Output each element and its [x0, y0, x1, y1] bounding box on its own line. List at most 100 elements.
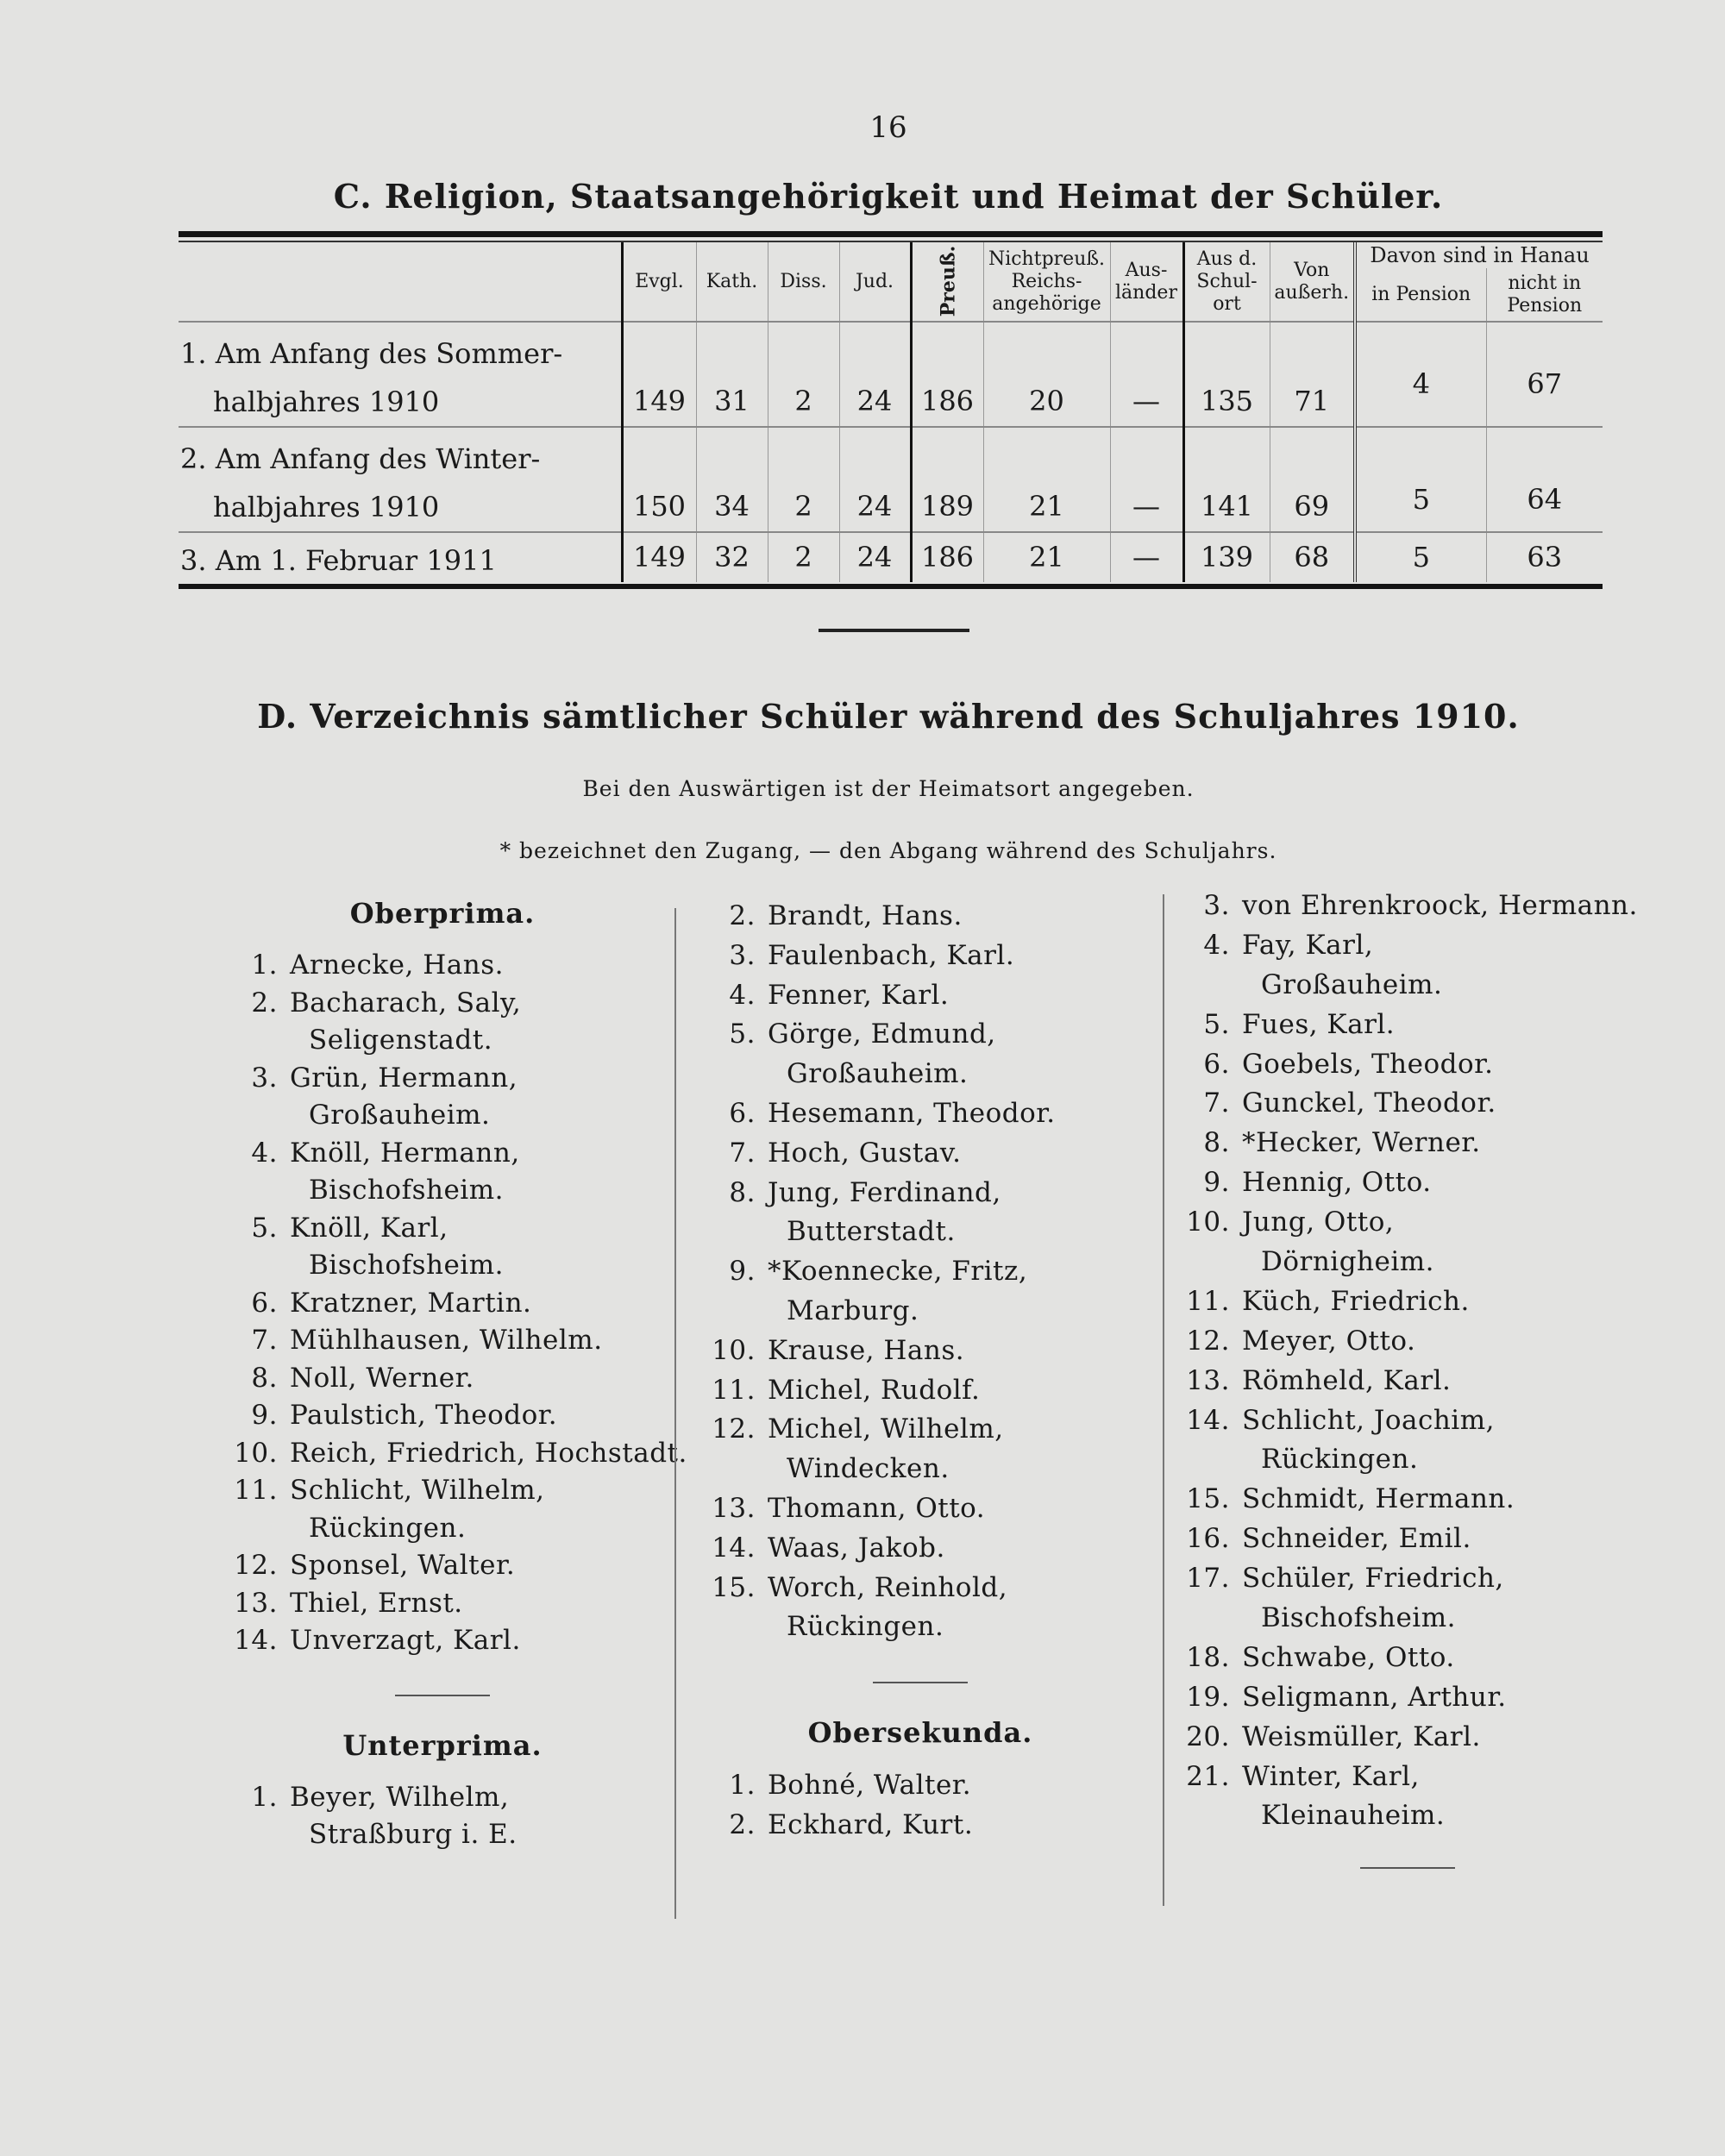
student-entry: 5. Knöll, Karl, Bischofsheim.	[223, 1210, 662, 1285]
note-heimatsort: Bei den Auswärtigen ist der Heimatsort a…	[582, 776, 1195, 801]
student-entry: 8. Jung, Ferdinand, Butterstadt.	[700, 1174, 1140, 1253]
student-name: Faulenbach, Karl.	[768, 939, 1015, 971]
student-name: Fenner, Karl.	[768, 979, 950, 1011]
row-label: 1. Am Anfang des Sommer-halbjahres 1910	[179, 321, 622, 427]
column-divider	[1163, 894, 1164, 1906]
student-name: Hesemann, Theodor.	[768, 1097, 1056, 1129]
student-name: Bacharach, Saly,	[290, 987, 522, 1018]
student-name: Jung, Otto,	[1242, 1206, 1395, 1238]
section-c-title: C. Religion, Staatsangehörigkeit und Hei…	[333, 177, 1444, 216]
student-entry: 13. Römheld, Karl.	[1175, 1362, 1640, 1401]
student-entry: 6. Hesemann, Theodor.	[700, 1094, 1140, 1134]
student-entry: 5. Fues, Karl.	[1175, 1006, 1640, 1045]
entry-number: 5.	[729, 1018, 756, 1050]
student-entry: 15. Worch, Reinhold, Rückingen.	[700, 1569, 1140, 1648]
table-cell: —	[1109, 531, 1183, 582]
religion-table: Evgl. Kath. Diss. Jud. Preuß. Nichtpreuß…	[179, 231, 1603, 589]
entry-number: 6.	[251, 1287, 278, 1319]
class-heading: Oberprima.	[349, 897, 536, 930]
entry-number: 11.	[712, 1374, 756, 1406]
table-cell: 24	[838, 531, 911, 582]
row-label: 2. Am Anfang des Winter-halbjahres 1910	[179, 426, 622, 532]
home-town: Großauheim.	[309, 1100, 491, 1131]
table-cell: 69	[1269, 426, 1355, 532]
entry-number: 10.	[1186, 1206, 1230, 1238]
student-entry: 4. Fenner, Karl.	[700, 976, 1140, 1016]
entry-number: 1.	[251, 950, 278, 981]
student-entry: 17. Schüler, Friedrich, Bischofsheim.	[1175, 1559, 1640, 1639]
student-name: Görge, Edmund,	[768, 1018, 996, 1050]
entry-number: 1.	[251, 1781, 278, 1813]
label-header	[179, 242, 622, 322]
student-name: Fay, Karl,	[1242, 929, 1374, 961]
student-name: Gunckel, Theodor.	[1242, 1087, 1496, 1119]
student-name: Brandt, Hans.	[768, 900, 963, 931]
table-cell: 34	[695, 426, 768, 532]
entry-number: 6.	[729, 1097, 756, 1129]
home-town: Großauheim.	[787, 1058, 969, 1090]
header-von-ausserh: Von außerh.	[1269, 242, 1355, 322]
entry-number: 14.	[1186, 1404, 1230, 1436]
table-cell: 2	[767, 321, 839, 427]
student-name: Krause, Hans.	[768, 1334, 965, 1366]
student-name: Reich, Friedrich, Hochstadt.	[290, 1437, 687, 1469]
table-cell: 71	[1269, 321, 1355, 427]
student-name: Unverzagt, Karl.	[290, 1625, 521, 1656]
table-cell: 21	[982, 531, 1110, 582]
table-row: 3. Am 1. Februar 1911 149 32 2 24 186 21—139 68…	[179, 531, 1603, 582]
header-auslaender: Aus-länder	[1109, 242, 1183, 322]
entry-number: 4.	[251, 1137, 278, 1169]
entry-number: 19.	[1186, 1681, 1230, 1713]
student-name: Schwabe, Otto.	[1242, 1641, 1455, 1673]
student-name: Römheld, Karl.	[1242, 1364, 1452, 1396]
student-name: Knöll, Karl,	[290, 1212, 448, 1244]
entry-number: 9.	[251, 1400, 278, 1431]
entry-number: 12.	[234, 1550, 278, 1581]
student-entry: 12. Michel, Wilhelm, Windecken.	[700, 1410, 1140, 1489]
table-cell: 64	[1485, 426, 1603, 532]
row-label-line: 3. Am 1. Februar 1911	[180, 544, 497, 577]
student-name: Goebels, Theodor.	[1242, 1048, 1494, 1080]
student-name: Beyer, Wilhelm,	[290, 1781, 510, 1813]
student-entry: 2. Eckhard, Kurt.	[700, 1806, 1140, 1846]
student-entry: 21. Winter, Karl, Kleinauheim.	[1175, 1758, 1640, 1837]
student-name: Mühlhausen, Wilhelm.	[290, 1325, 603, 1356]
table-cell: 31	[695, 321, 768, 427]
student-name: Arnecke, Hans.	[290, 950, 504, 981]
student-entry: 15. Schmidt, Hermann.	[1175, 1480, 1640, 1520]
row-label-line: halbjahres 1910	[213, 385, 440, 418]
header-jud: Jud.	[838, 242, 911, 322]
table-cell: 150	[620, 426, 696, 532]
page-number: 16	[869, 110, 907, 145]
student-name: Schlicht, Wilhelm,	[290, 1475, 545, 1506]
home-town: Kleinauheim.	[1261, 1800, 1446, 1832]
entry-number: 8.	[1203, 1127, 1230, 1159]
student-entry: 13. Thomann, Otto.	[700, 1489, 1140, 1529]
entry-number: 12.	[1186, 1325, 1230, 1357]
table-top-rule	[179, 231, 1603, 237]
student-name: Thiel, Ernst.	[290, 1587, 463, 1619]
student-name: Winter, Karl,	[1242, 1760, 1420, 1792]
student-name: *Hecker, Werner.	[1242, 1127, 1481, 1159]
class-heading: Unterprima.	[342, 1728, 543, 1762]
entry-number: 3.	[729, 939, 756, 971]
table-row: 2. Am Anfang des Winter-halbjahres 1910 1…	[179, 426, 1603, 532]
table-cell: 2	[767, 426, 839, 532]
home-town: Rückingen.	[1261, 1444, 1419, 1476]
student-entry: 14. Waas, Jakob.	[700, 1529, 1140, 1569]
entry-number: 15.	[1186, 1483, 1230, 1515]
student-name: Weismüller, Karl.	[1242, 1720, 1481, 1752]
student-name: von Ehrenkroock, Hermann.	[1242, 890, 1638, 921]
entry-number: 1.	[729, 1770, 756, 1802]
entry-number: 3.	[251, 1062, 278, 1094]
row-label-line: halbjahres 1910	[213, 491, 440, 523]
entry-number: 21.	[1186, 1760, 1230, 1792]
student-entry: 3. Faulenbach, Karl.	[700, 937, 1140, 976]
table-cell: 32	[695, 531, 768, 582]
table-top-thin-rule	[179, 241, 1603, 242]
entry-number: 10.	[234, 1437, 278, 1469]
entry-number: 10.	[712, 1334, 756, 1366]
student-name: Michel, Rudolf.	[768, 1374, 981, 1406]
table-cell: 20	[982, 321, 1110, 427]
student-entry: 6. Kratzner, Martin.	[223, 1285, 662, 1323]
